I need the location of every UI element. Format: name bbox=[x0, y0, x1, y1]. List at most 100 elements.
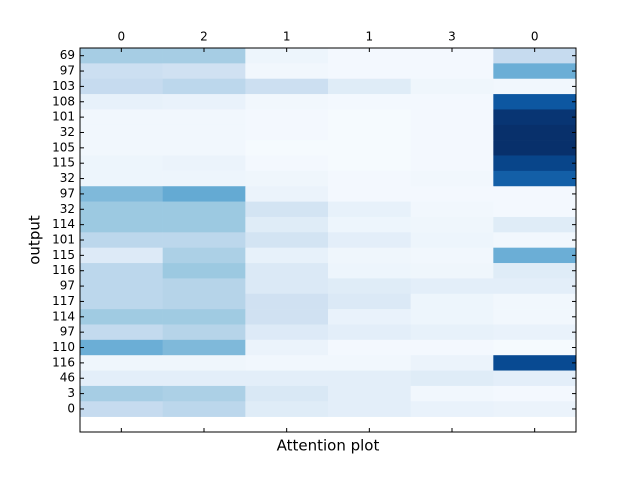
heatmap-cell bbox=[80, 186, 163, 202]
heatmap-cell bbox=[245, 232, 329, 248]
heatmap-cell bbox=[410, 309, 494, 325]
heatmap-cell bbox=[328, 140, 411, 156]
y-tick-label: 101 bbox=[52, 110, 75, 124]
heatmap-cell bbox=[410, 201, 494, 218]
heatmap-cell bbox=[328, 186, 411, 202]
heatmap-cell bbox=[328, 355, 411, 371]
heatmap-cell bbox=[80, 324, 163, 341]
heatmap-cell bbox=[245, 124, 329, 141]
heatmap-cell bbox=[410, 48, 494, 64]
heatmap-cell bbox=[493, 263, 577, 279]
x-tick-label: 0 bbox=[118, 30, 126, 44]
heatmap-cell bbox=[410, 140, 494, 156]
y-tick-label: 97 bbox=[60, 279, 75, 293]
heatmap-cell bbox=[80, 94, 163, 110]
heatmap-cell bbox=[80, 263, 163, 279]
heatmap-cell bbox=[162, 309, 246, 325]
heatmap-cell bbox=[410, 63, 494, 80]
y-tick-label: 32 bbox=[60, 125, 75, 139]
y-tick-label: 115 bbox=[52, 156, 75, 170]
heatmap-cell bbox=[493, 186, 577, 202]
heatmap-cell bbox=[80, 216, 163, 233]
heatmap-cell bbox=[493, 155, 577, 172]
heatmap-cell bbox=[162, 401, 246, 417]
heatmap-cell bbox=[245, 339, 329, 356]
heatmap-cell bbox=[162, 324, 246, 341]
heatmap-cell bbox=[80, 201, 163, 218]
heatmap-cell bbox=[328, 309, 411, 325]
heatmap-cell bbox=[245, 201, 329, 218]
heatmap-cell bbox=[328, 324, 411, 341]
heatmap-cell bbox=[162, 247, 246, 264]
heatmap-cell bbox=[162, 78, 246, 95]
heatmap-cell bbox=[493, 339, 577, 356]
heatmap-cell bbox=[245, 370, 329, 387]
heatmap-cell bbox=[410, 78, 494, 95]
heatmap-cell bbox=[410, 370, 494, 387]
heatmap-cell bbox=[162, 155, 246, 172]
heatmap-cell bbox=[493, 232, 577, 248]
heatmap-cell bbox=[410, 170, 494, 187]
heatmap-cell bbox=[80, 170, 163, 187]
heatmap-cell bbox=[328, 278, 411, 295]
y-tick-label: 32 bbox=[60, 171, 75, 185]
heatmap-cell bbox=[328, 370, 411, 387]
heatmap-cell bbox=[80, 155, 163, 172]
heatmap-cell bbox=[493, 247, 577, 264]
x-tick-label: 3 bbox=[448, 30, 456, 44]
heatmap-cell bbox=[493, 385, 577, 402]
heatmap-cell bbox=[80, 124, 163, 141]
heatmap-cell bbox=[80, 278, 163, 295]
heatmap-cell bbox=[80, 78, 163, 95]
heatmap-cell bbox=[80, 48, 163, 64]
y-tick-label: 108 bbox=[52, 94, 75, 108]
heatmap-cell bbox=[328, 232, 411, 248]
heatmap-cell bbox=[328, 78, 411, 95]
heatmap-cell bbox=[410, 263, 494, 279]
heatmap-cell bbox=[162, 216, 246, 233]
heatmap-cell bbox=[328, 201, 411, 218]
heatmap-cell bbox=[410, 155, 494, 172]
heatmap-cell bbox=[410, 216, 494, 233]
heatmap-cell bbox=[80, 309, 163, 325]
heatmap-cell bbox=[328, 48, 411, 64]
heatmap-cell bbox=[328, 293, 411, 310]
heatmap-cell bbox=[245, 293, 329, 310]
heatmap-cell bbox=[328, 263, 411, 279]
heatmap-cell bbox=[328, 109, 411, 126]
y-tick-label: 114 bbox=[52, 217, 75, 231]
heatmap-cell bbox=[245, 263, 329, 279]
heatmap-cell bbox=[80, 401, 163, 417]
heatmap-cell bbox=[162, 186, 246, 202]
heatmap-cell bbox=[410, 109, 494, 126]
heatmap-cell bbox=[162, 140, 246, 156]
y-tick-label: 103 bbox=[52, 79, 75, 93]
heatmap-cell bbox=[410, 124, 494, 141]
y-tick-label: 97 bbox=[60, 64, 75, 78]
heatmap-cell bbox=[328, 385, 411, 402]
heatmap-cell bbox=[162, 109, 246, 126]
heatmap-cell bbox=[328, 247, 411, 264]
y-tick-label: 97 bbox=[60, 325, 75, 339]
heatmap-cell bbox=[493, 309, 577, 325]
heatmap-cell bbox=[162, 355, 246, 371]
heatmap-cell bbox=[80, 385, 163, 402]
y-tick-label: 114 bbox=[52, 309, 75, 323]
heatmap-cell bbox=[80, 247, 163, 264]
heatmap-cell bbox=[493, 140, 577, 156]
heatmap-cell bbox=[410, 247, 494, 264]
heatmap-cell bbox=[80, 63, 163, 80]
heatmap-cell bbox=[162, 232, 246, 248]
y-tick-label: 115 bbox=[52, 248, 75, 262]
x-tick-label: 0 bbox=[531, 30, 539, 44]
heatmap-cell bbox=[80, 370, 163, 387]
y-tick-label: 46 bbox=[60, 371, 75, 385]
heatmap-cell bbox=[493, 124, 577, 141]
heatmap-cell bbox=[245, 140, 329, 156]
heatmap-cell bbox=[493, 94, 577, 110]
heatmap-cell bbox=[410, 232, 494, 248]
heatmap-cell bbox=[493, 355, 577, 371]
heatmap-cell bbox=[493, 401, 577, 417]
y-tick-label: 116 bbox=[52, 263, 75, 277]
y-tick-label: 0 bbox=[67, 401, 75, 415]
